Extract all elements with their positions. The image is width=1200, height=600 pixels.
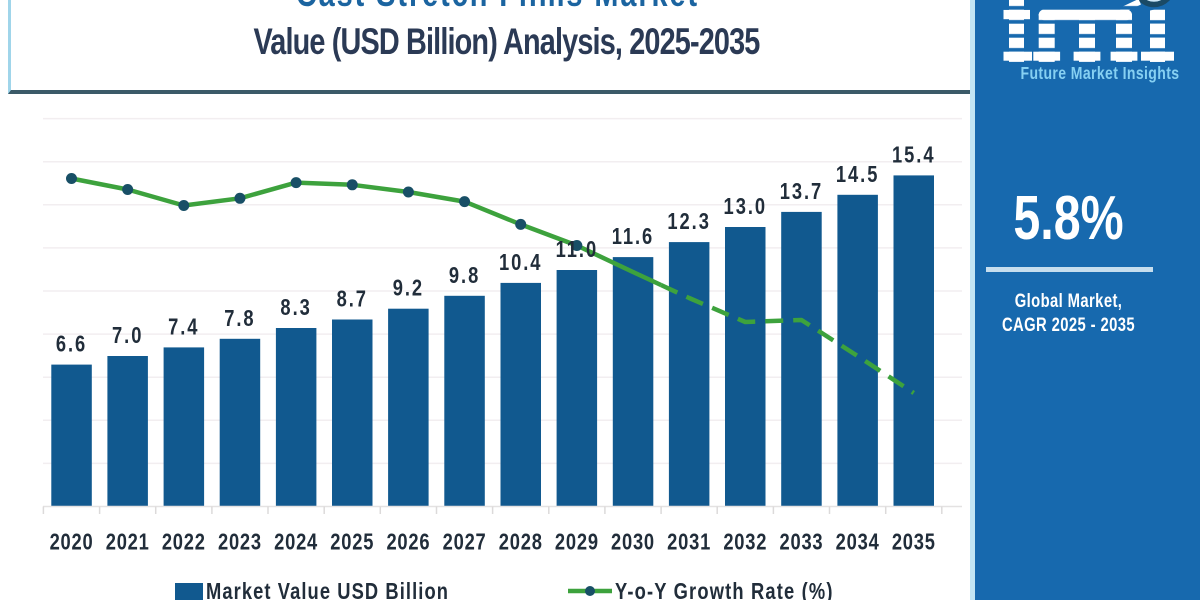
svg-text:2035: 2035 [892, 529, 936, 555]
svg-text:11.0: 11.0 [556, 237, 598, 263]
svg-text:8.3: 8.3 [280, 295, 311, 321]
svg-text:2022: 2022 [162, 529, 206, 555]
svg-text:9.2: 9.2 [393, 276, 424, 302]
svg-text:13.0: 13.0 [724, 194, 767, 220]
svg-text:Future Market Insights: Future Market Insights [1021, 63, 1180, 83]
svg-text:2033: 2033 [780, 529, 824, 555]
svg-text:7.4: 7.4 [168, 314, 199, 340]
svg-text:2024: 2024 [274, 529, 318, 555]
svg-text:9.8: 9.8 [449, 263, 480, 289]
svg-text:2027: 2027 [443, 529, 487, 555]
svg-text:2030: 2030 [611, 529, 655, 555]
svg-text:6.6: 6.6 [56, 332, 87, 358]
svg-text:2031: 2031 [667, 529, 711, 555]
svg-text:7.8: 7.8 [224, 306, 255, 332]
svg-text:2021: 2021 [106, 529, 150, 555]
svg-text:2032: 2032 [723, 529, 767, 555]
svg-text:12.3: 12.3 [667, 209, 710, 235]
svg-text:2028: 2028 [499, 529, 543, 555]
svg-text:15.4: 15.4 [892, 142, 935, 168]
svg-text:Market Value USD Billion: Market Value USD Billion [206, 579, 449, 600]
svg-text:2020: 2020 [50, 529, 94, 555]
svg-text:10.4: 10.4 [499, 250, 542, 276]
svg-text:14.5: 14.5 [836, 162, 879, 188]
svg-text:13.7: 13.7 [780, 179, 823, 205]
svg-text:2029: 2029 [555, 529, 599, 555]
svg-text:2023: 2023 [218, 529, 262, 555]
svg-text:Y-o-Y Growth Rate (%): Y-o-Y Growth Rate (%) [615, 579, 834, 600]
svg-text:2026: 2026 [386, 529, 430, 555]
svg-text:2034: 2034 [836, 529, 880, 555]
svg-text:11.6: 11.6 [612, 224, 654, 250]
svg-text:2025: 2025 [330, 529, 374, 555]
svg-text:7.0: 7.0 [112, 323, 143, 349]
svg-text:8.7: 8.7 [337, 286, 368, 312]
